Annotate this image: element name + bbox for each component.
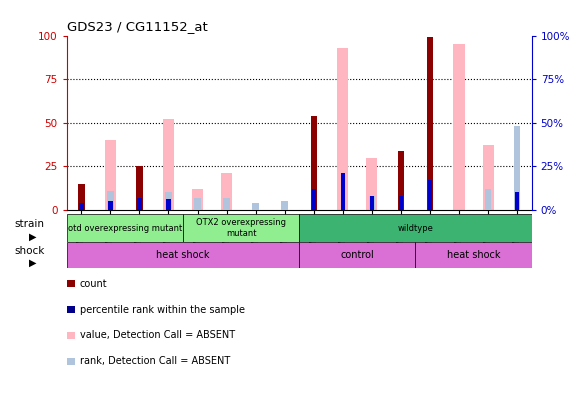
Text: wildtype: wildtype [397,224,433,232]
Bar [192,189,203,210]
Text: rank, Detection Call = ABSENT: rank, Detection Call = ABSENT [80,356,230,366]
Text: percentile rank within the sample: percentile rank within the sample [80,305,245,315]
Text: shock: shock [15,246,45,256]
Bar [137,166,143,210]
Bar [482,145,494,210]
Bar [166,200,171,210]
Bar [194,198,201,210]
Bar [79,203,84,210]
Bar [428,180,432,210]
Text: heat shock: heat shock [156,250,210,260]
Bar [310,116,317,210]
Bar [398,150,404,210]
Bar [515,192,519,210]
Bar [369,196,375,210]
Bar [399,196,403,210]
Bar [163,119,174,210]
Bar [415,242,532,268]
Bar [107,191,114,210]
Text: ▶: ▶ [29,258,37,268]
Text: strain: strain [15,219,45,229]
Bar [67,214,183,242]
Text: control: control [340,250,374,260]
Bar [183,214,299,242]
Text: GDS23 / CG11152_at: GDS23 / CG11152_at [67,20,207,33]
Bar [514,126,521,210]
Text: OTX2 overexpressing
mutant: OTX2 overexpressing mutant [196,219,286,238]
Bar [454,44,465,210]
Bar [340,173,345,210]
Bar [426,37,433,210]
Bar [485,189,492,210]
Bar [166,192,172,210]
Bar [137,198,142,210]
Text: count: count [80,279,107,289]
Text: value, Detection Call = ABSENT: value, Detection Call = ABSENT [80,330,235,341]
Bar [299,214,532,242]
Bar [311,189,316,210]
Text: heat shock: heat shock [447,250,500,260]
Bar [337,48,349,210]
Bar [370,196,374,210]
Bar [221,173,232,210]
Bar [299,242,415,268]
Bar [224,198,230,210]
Bar [105,140,116,210]
Text: otd overexpressing mutant: otd overexpressing mutant [68,224,182,232]
Text: ▶: ▶ [29,232,37,242]
Bar [67,242,299,268]
Bar [366,158,378,210]
Bar [108,201,113,210]
Bar [78,184,85,210]
Bar [253,203,259,210]
Bar [282,201,288,210]
